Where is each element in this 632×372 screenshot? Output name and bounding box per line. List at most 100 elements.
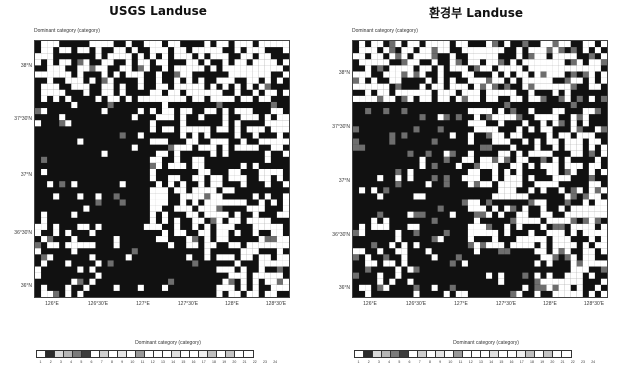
landuse-cell [228, 65, 235, 72]
landuse-cell [540, 53, 547, 60]
landuse-cell [155, 83, 162, 90]
landuse-cell [282, 254, 289, 261]
landuse-cell [180, 205, 187, 212]
landuse-cell [582, 205, 589, 212]
landuse-cell [192, 175, 199, 182]
landuse-cell [570, 65, 577, 72]
landuse-cell [588, 138, 595, 145]
colorbar-tick-label: 20 [232, 360, 237, 364]
landuse-cell [59, 71, 66, 78]
colorbar-tick-label: 6 [90, 360, 93, 364]
landuse-cell [588, 77, 595, 84]
landuse-cell [498, 77, 505, 84]
landuse-cell [552, 181, 559, 188]
landuse-cell [492, 83, 499, 90]
landuse-cell [264, 89, 271, 96]
landuse-cell [558, 59, 565, 66]
landuse-map-grid [35, 41, 289, 297]
landuse-cell [47, 89, 54, 96]
colorbar-tick-label: 19 [222, 360, 227, 364]
landuse-cell [449, 284, 456, 291]
landuse-cell [534, 217, 541, 224]
landuse-cell [192, 95, 199, 102]
colorbar-swatch [172, 351, 181, 357]
landuse-cell [401, 95, 408, 102]
landuse-cell [246, 248, 253, 255]
landuse-cell [162, 150, 169, 157]
landuse-cell [377, 272, 384, 279]
landuse-cell [546, 138, 553, 145]
landuse-cell [186, 53, 193, 60]
landuse-cell [282, 114, 289, 121]
landuse-cell [162, 284, 169, 291]
landuse-cell [216, 211, 223, 218]
landuse-cell [192, 211, 199, 218]
landuse-cell [228, 290, 235, 297]
panel-usgs: USGS Landuse Dominant category (category… [8, 0, 308, 372]
landuse-cell [377, 278, 384, 285]
landuse-cell [371, 260, 378, 267]
landuse-cell [216, 284, 223, 291]
landuse-cell [510, 108, 517, 115]
landuse-cell [168, 144, 175, 151]
landuse-cell [204, 193, 211, 200]
landuse-cell [588, 229, 595, 237]
landuse-cell [252, 59, 259, 66]
landuse-cell [192, 217, 199, 224]
colorbar-tick-label: 11 [140, 360, 145, 364]
landuse-cell [383, 260, 390, 267]
landuse-cell [198, 89, 205, 96]
landuse-cell [276, 77, 283, 84]
landuse-cell [516, 193, 523, 200]
landuse-cell [228, 71, 235, 78]
landuse-cell [276, 126, 283, 133]
landuse-cell [234, 242, 241, 249]
landuse-cell [600, 59, 607, 66]
landuse-cell [246, 41, 253, 48]
landuse-cell [431, 83, 438, 90]
landuse-cell [522, 205, 529, 212]
landuse-cell [467, 181, 474, 188]
landuse-cell [77, 138, 84, 145]
landuse-cell [473, 175, 480, 182]
x-tick-label: 126°E [363, 301, 377, 307]
landuse-cell [588, 272, 595, 279]
landuse-cell [155, 59, 162, 66]
landuse-cell [588, 211, 595, 218]
landuse-cell [228, 217, 235, 224]
landuse-cell [419, 53, 426, 60]
landuse-cell [234, 272, 241, 279]
landuse-cell [234, 290, 241, 297]
landuse-cell [425, 47, 432, 54]
landuse-cell [534, 181, 541, 188]
landuse-cell [83, 284, 90, 291]
landuse-cell [210, 53, 217, 60]
colorbar-title: Dominant category (category) [135, 340, 201, 346]
landuse-cell [204, 187, 211, 194]
landuse-cell [600, 71, 607, 78]
landuse-cell [228, 95, 235, 102]
landuse-cell [95, 53, 102, 60]
landuse-cell [516, 156, 523, 163]
landuse-cell [89, 254, 96, 261]
landuse-cell [125, 254, 132, 261]
landuse-cell [558, 71, 565, 78]
landuse-cell [282, 284, 289, 291]
landuse-cell [216, 89, 223, 96]
colorbar-swatch [472, 351, 481, 357]
landuse-cell [353, 126, 360, 133]
landuse-cell [264, 150, 271, 157]
landuse-cell [407, 223, 414, 230]
landuse-cell [528, 95, 535, 102]
colorbar-swatch [145, 351, 154, 357]
landuse-cell [558, 108, 565, 115]
landuse-cell [276, 229, 283, 237]
landuse-cell [594, 126, 601, 133]
landuse-cell [180, 199, 187, 206]
landuse-cell [155, 71, 162, 78]
landuse-cell [528, 47, 535, 54]
colorbar-swatch [73, 351, 82, 357]
x-tick-label: 128°E [225, 301, 239, 307]
landuse-cell [431, 175, 438, 182]
landuse-cell [359, 248, 366, 255]
